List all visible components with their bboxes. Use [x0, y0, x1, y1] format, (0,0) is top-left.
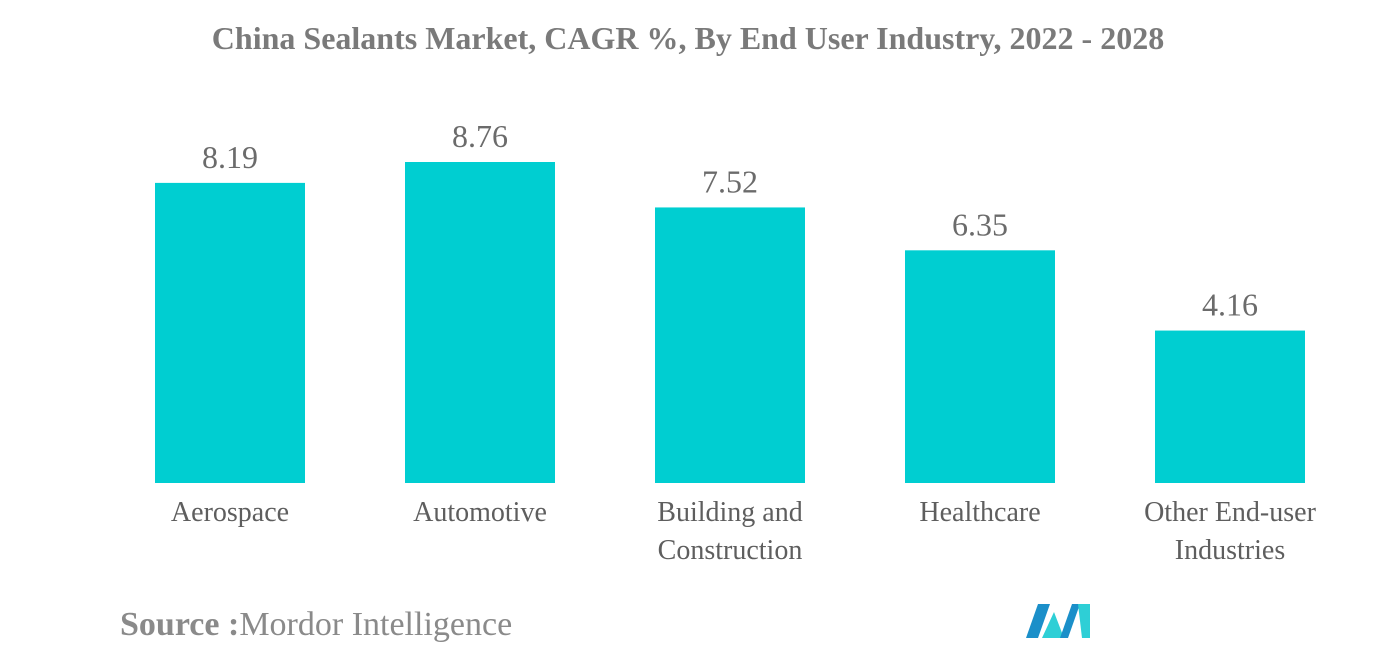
logo-shape-mid: [1042, 612, 1064, 638]
bar-1: [405, 162, 555, 483]
value-label-1: 8.76: [452, 118, 508, 154]
category-label-2: Building and Construction: [657, 497, 802, 566]
logo-shape-left: [1026, 604, 1050, 638]
source-value: Mordor Intelligence: [239, 606, 513, 643]
bar-chart: 8.19 Aerospace 8.76 Automotive 7.52 Building …: [155, 118, 1317, 566]
bar-4: [1155, 330, 1305, 483]
value-label-4: 4.16: [1202, 287, 1258, 323]
category-label-3: Healthcare: [919, 497, 1040, 528]
category-label-4: Other End-user Industries: [1144, 497, 1317, 566]
value-label-0: 8.19: [202, 139, 258, 175]
category-label-1: Automotive: [413, 497, 547, 528]
mordor-intelligence-logo: [1026, 604, 1090, 638]
logo-shape-right-b: [1078, 604, 1090, 638]
bar-0: [155, 182, 305, 483]
source-label: Source :: [120, 606, 240, 643]
value-label-3: 6.35: [952, 206, 1008, 242]
value-label-2: 7.52: [702, 163, 758, 199]
category-label-0: Aerospace: [171, 497, 289, 528]
bar-2: [655, 207, 805, 483]
chart-title: China Sealants Market, CAGR %, By End Us…: [211, 20, 1165, 56]
source-credit: Source :Mordor Intelligence: [120, 606, 512, 644]
logo-shape-right-a: [1060, 604, 1080, 638]
bar-3: [905, 250, 1055, 483]
